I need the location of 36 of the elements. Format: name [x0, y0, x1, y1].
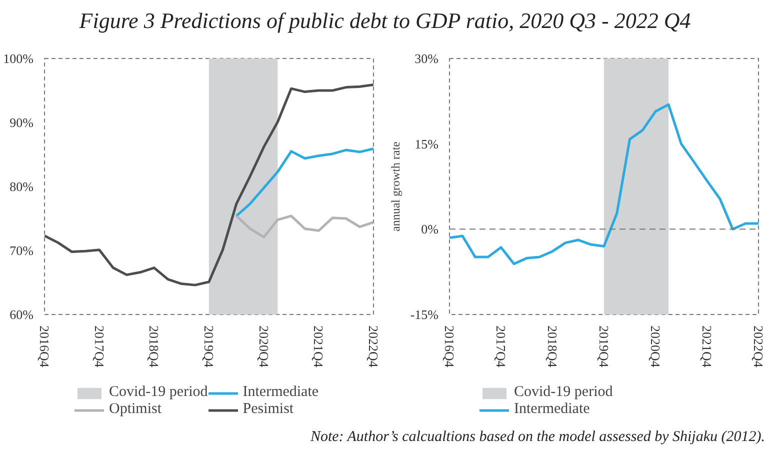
- x-tick-label: 2020Q4: [648, 326, 664, 368]
- x-tick-label: 2018Q4: [146, 326, 162, 368]
- x-tick-label: 2021Q4: [700, 326, 715, 368]
- y-tick-label: 90%: [10, 115, 34, 130]
- x-tick-label: 2019Q4: [596, 326, 612, 368]
- line-series: [235, 147, 374, 218]
- y-tick-label: 30%: [414, 51, 439, 66]
- x-tick-label: 2017Q4: [92, 326, 107, 368]
- y-tick-label: 70%: [10, 243, 34, 258]
- x-tick-label: 2022Q4: [751, 326, 766, 368]
- legend-label: Optimist: [109, 401, 162, 418]
- line-series: [235, 214, 374, 238]
- legend-label: Covid-19 period: [109, 384, 208, 401]
- line-series: [450, 103, 758, 266]
- chart-title: Figure 3 Predictions of public debt to GDP ratio, 2020 Q3 - 2022 Q4: [79, 7, 691, 35]
- legend-label: Covid-19 period: [514, 384, 613, 401]
- y-tick-label: 0%: [421, 222, 439, 237]
- legend-label: Intermediate: [514, 401, 590, 418]
- x-tick-label: 2017Q4: [493, 326, 508, 368]
- y-tick-label: 60%: [10, 307, 34, 322]
- y-tick-label: 15%: [414, 136, 439, 152]
- legend-label: Pesimist: [242, 401, 294, 418]
- x-tick-label: 2016Q4: [37, 326, 52, 368]
- y-tick-label: -15%: [410, 307, 439, 322]
- text: Note: Author’s calcualtions based on the model assessed by Shijaku (2012).: [310, 428, 765, 447]
- x-tick-label: 2021Q4: [311, 326, 326, 368]
- x-tick-label: 2022Q4: [366, 326, 381, 368]
- y-axis-title: annual growth rate: [388, 142, 402, 232]
- x-tick-label: 2019Q4: [201, 326, 216, 368]
- x-tick-label: 2018Q4: [544, 326, 560, 368]
- y-tick-label: 100%: [3, 51, 34, 66]
- legend-label: Intermediate: [242, 384, 319, 401]
- x-tick-label: 2020Q4: [256, 326, 272, 368]
- line-series: [44, 83, 374, 286]
- x-tick-label: 2016Q4: [442, 326, 457, 368]
- y-tick-label: 80%: [10, 179, 34, 194]
